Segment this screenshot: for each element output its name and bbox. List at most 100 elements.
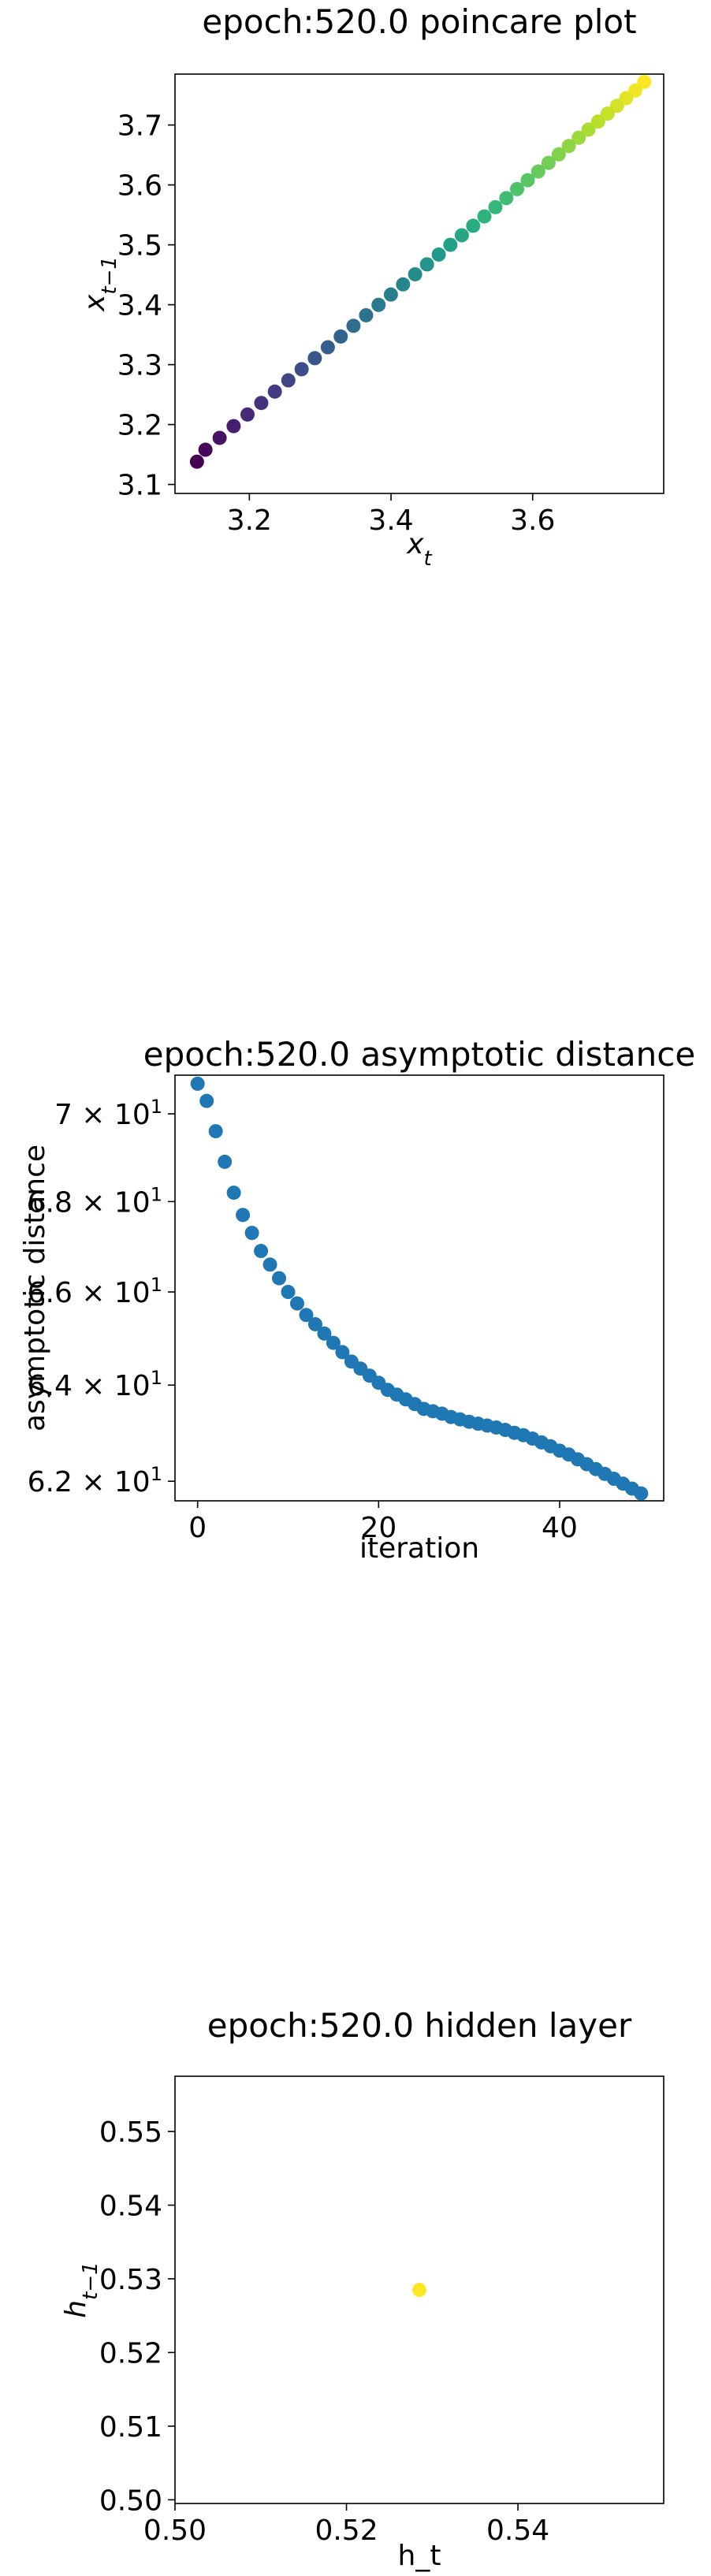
data-point	[346, 318, 361, 333]
data-point	[408, 266, 423, 281]
data-point	[236, 1208, 251, 1223]
data-point	[218, 1154, 233, 1169]
x-tick-label: 3.6	[510, 504, 555, 537]
data-point	[240, 407, 255, 422]
data-point	[637, 74, 652, 89]
y-tick-label: 0.52	[99, 2337, 162, 2369]
y-axis-label: ht−1	[60, 2261, 102, 2317]
x-tick-label: 0.50	[143, 2515, 207, 2547]
data-point	[530, 164, 545, 179]
data-point	[359, 307, 374, 322]
y-tick-label: 3.5	[117, 230, 162, 262]
data-point	[466, 218, 481, 233]
y-tick-label: 6.2 × 101	[28, 1463, 162, 1498]
data-point	[541, 155, 556, 170]
data-point	[254, 1244, 269, 1259]
data-point	[477, 209, 492, 224]
data-point	[520, 173, 535, 188]
data-point	[198, 442, 213, 457]
y-tick-label: 3.3	[117, 350, 162, 382]
plot-frame	[174, 73, 664, 494]
data-point	[335, 1345, 350, 1360]
y-tick-label: 0.55	[99, 2116, 162, 2149]
plot-frame	[174, 2075, 664, 2504]
data-point	[294, 362, 309, 377]
data-point	[600, 106, 615, 121]
data-point	[212, 430, 227, 445]
data-point	[634, 1486, 649, 1501]
data-point	[272, 1271, 287, 1286]
data-point	[317, 1326, 332, 1341]
x-tick-label: 3.4	[368, 504, 413, 537]
chart-3: epoch:520.0 hidden layer 0.50 0.52 0.54 0.50…	[60, 2006, 664, 2572]
data-point	[499, 191, 514, 206]
data-point	[571, 130, 586, 145]
data-point	[281, 1285, 296, 1300]
y-tick-label: 0.54	[99, 2191, 162, 2223]
y-tick-label: 6.8 × 101	[28, 1183, 162, 1219]
y-axis-label: xt−1	[79, 256, 121, 312]
y-tick-label: 3.6	[117, 170, 162, 203]
data-point	[290, 1296, 304, 1311]
data-point	[419, 257, 434, 272]
chart-1: epoch:520.0 poincare plot 3.2 3.4 3.6 3.1 3.2…	[79, 2, 664, 571]
data-point	[320, 340, 335, 355]
data-point	[443, 237, 458, 252]
y-tick-label: 3.4	[117, 290, 162, 322]
data-point	[254, 396, 269, 411]
y-tick-label: 0.51	[99, 2411, 162, 2444]
data-point	[281, 373, 296, 388]
y-tick-label: 6.6 × 101	[28, 1274, 162, 1309]
plot-frame	[174, 1074, 664, 1502]
y-tick-label: 7 × 101	[54, 1096, 162, 1131]
data-point	[262, 1257, 277, 1272]
y-tick-label: 6.4 × 101	[28, 1367, 162, 1402]
data-point	[333, 329, 348, 344]
data-point	[307, 351, 322, 366]
data-point	[267, 384, 282, 399]
x-axis-label: iteration	[359, 1532, 479, 1565]
y-tick-label: 0.53	[99, 2264, 162, 2296]
y-axis-label: asymptotic distance	[19, 1145, 51, 1431]
y-tick-label: 3.1	[117, 470, 162, 502]
data-point	[609, 99, 624, 114]
data-point	[226, 1186, 241, 1201]
data-point	[510, 181, 524, 196]
x-axis-label: xt	[406, 528, 432, 571]
x-tick-label: 3.2	[227, 504, 272, 537]
data-point	[371, 297, 386, 312]
chart-2: epoch:520.0 asymptotic distance 0 20 40 6.2 …	[19, 1035, 695, 1565]
data-point	[431, 247, 446, 262]
data-point	[412, 2283, 426, 2297]
data-point	[299, 1308, 314, 1323]
y-tick-label: 0.50	[99, 2485, 162, 2517]
data-point	[561, 139, 576, 154]
data-point	[581, 122, 596, 137]
data-point	[383, 287, 398, 302]
data-point	[190, 1076, 205, 1091]
x-tick-label: 0.54	[486, 2515, 549, 2547]
y-tick-label: 3.7	[117, 110, 162, 143]
data-point	[396, 277, 411, 292]
data-point	[307, 1316, 322, 1331]
data-point	[244, 1226, 259, 1241]
chart-title: epoch:520.0 poincare plot	[202, 2, 636, 41]
data-point	[226, 419, 241, 434]
x-tick-label: 20	[360, 1512, 396, 1544]
x-axis-label: h_t	[398, 2540, 441, 2572]
data-point	[551, 147, 566, 162]
data-point	[199, 1093, 214, 1108]
x-tick-label: 0	[188, 1512, 207, 1544]
data-point	[208, 1124, 223, 1139]
data-point	[590, 114, 605, 129]
data-point	[488, 199, 503, 214]
chart-title: epoch:520.0 hidden layer	[207, 2006, 632, 2045]
data-point	[454, 228, 469, 243]
x-tick-label: 40	[542, 1512, 578, 1544]
x-tick-label: 0.52	[315, 2515, 378, 2547]
data-point	[326, 1335, 341, 1350]
y-tick-label: 3.2	[117, 410, 162, 442]
chart-title: epoch:520.0 asymptotic distance	[143, 1035, 695, 1074]
data-point	[189, 454, 204, 469]
